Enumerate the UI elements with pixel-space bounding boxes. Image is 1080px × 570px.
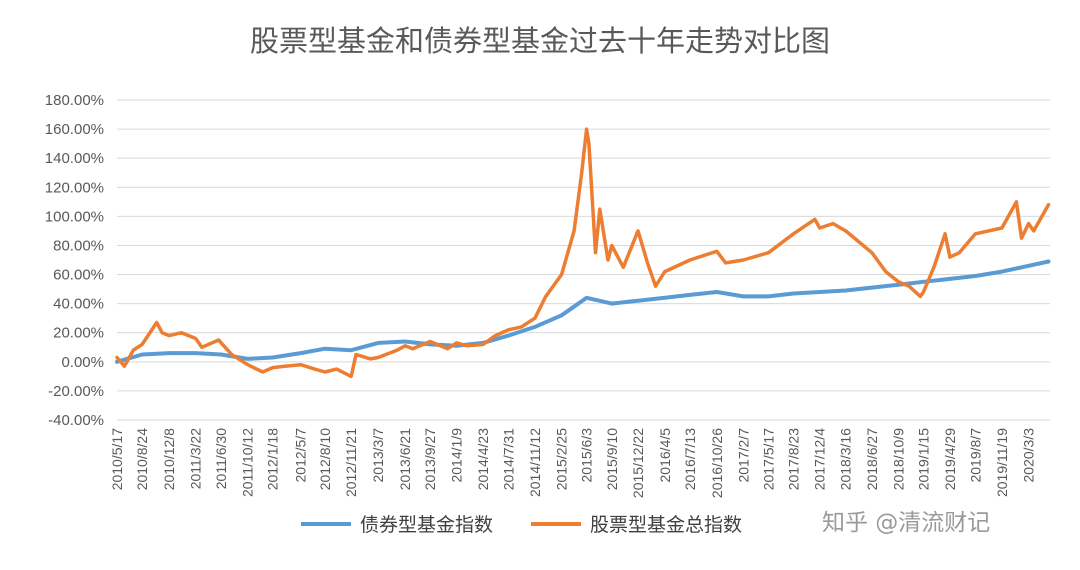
x-tick-label: 2020/3/3 [1021, 428, 1037, 483]
y-tick-label: 0.00% [61, 354, 104, 371]
y-tick-label: 40.00% [53, 296, 104, 313]
chart-title: 股票型基金和债券型基金过去十年走势对比图 [250, 24, 830, 58]
legend: 债券型基金指数 股票型基金总指数 [301, 514, 742, 536]
x-tick-label: 2011/10/12 [240, 428, 256, 497]
x-tick-label: 2012/5/7 [293, 428, 309, 483]
x-tick-label: 2016/7/13 [682, 428, 698, 490]
x-tick-label: 2011/3/22 [188, 428, 204, 489]
x-tick-label: 2018/6/27 [864, 428, 880, 490]
x-tick-label: 2014/7/31 [500, 428, 516, 490]
x-tick-label: 2010/12/8 [161, 428, 177, 490]
x-tick-label: 2017/12/4 [812, 428, 828, 490]
x-tick-label: 2013/9/27 [422, 428, 438, 490]
y-tick-label: -20.00% [48, 383, 104, 400]
series-line-bond [115, 259, 1051, 364]
x-tick-label: 2013/3/7 [370, 428, 386, 483]
x-tick-label: 2016/4/5 [657, 428, 673, 483]
y-tick-label: 20.00% [53, 325, 104, 342]
x-tick-label: 2017/8/23 [785, 428, 801, 490]
legend-item-stock: 股票型基金总指数 [531, 514, 742, 536]
x-tick-label: 2012/1/18 [265, 428, 281, 490]
y-tick-label: -40.00% [48, 412, 104, 429]
y-tick-label: 160.00% [45, 121, 104, 138]
gridlines [117, 99, 1050, 421]
y-tick-label: 140.00% [45, 150, 104, 167]
x-tick-label: 2011/6/30 [213, 428, 229, 489]
legend-label-bond: 债券型基金指数 [360, 514, 493, 536]
x-tick-label: 2015/9/10 [604, 428, 620, 490]
x-tick-label: 2015/2/25 [554, 428, 570, 490]
x-tick-label: 2012/11/21 [343, 428, 359, 497]
legend-item-bond: 债券型基金指数 [301, 514, 493, 536]
x-tick-label: 2019/4/29 [942, 428, 958, 490]
y-tick-label: 60.00% [53, 267, 104, 284]
legend-label-stock: 股票型基金总指数 [590, 514, 742, 536]
x-tick-label: 2017/5/17 [761, 428, 777, 490]
x-tick-label: 2014/11/12 [527, 428, 543, 497]
x-tick-label: 2016/10/26 [709, 428, 725, 498]
y-tick-label: 80.00% [53, 237, 104, 254]
x-axis-tick-labels: 2010/5/17 2010/8/24 2010/12/8 2011/3/22 2011… [109, 428, 1037, 498]
x-tick-label: 2010/5/17 [109, 428, 125, 490]
watermark: 知乎 @清流财记 [822, 510, 990, 536]
y-tick-label: 120.00% [45, 179, 104, 196]
x-tick-label: 2012/8/10 [317, 428, 333, 490]
x-tick-label: 2014/4/23 [475, 428, 491, 490]
x-tick-label: 2017/2/7 [735, 428, 751, 483]
x-tick-label: 2010/8/24 [134, 428, 150, 490]
x-tick-label: 2015/6/3 [579, 428, 595, 483]
x-tick-label: 2019/8/7 [967, 428, 983, 483]
y-axis-tick-labels: -40.00% -20.00% 0.00% 20.00% 40.00% 60.00% 80.… [45, 92, 104, 429]
x-tick-label: 2014/1/9 [449, 428, 465, 483]
y-tick-label: 180.00% [45, 92, 104, 109]
x-tick-label: 2015/12/22 [630, 428, 646, 498]
x-tick-label: 2019/1/15 [915, 428, 931, 490]
x-tick-label: 2018/10/9 [890, 428, 906, 490]
series-line-stock [115, 127, 1051, 379]
x-tick-label: 2018/3/16 [838, 428, 854, 490]
x-tick-label: 2019/11/19 [994, 428, 1010, 497]
y-tick-label: 100.00% [45, 208, 104, 225]
x-tick-label: 2013/6/21 [397, 428, 413, 490]
series-lines [115, 127, 1051, 379]
